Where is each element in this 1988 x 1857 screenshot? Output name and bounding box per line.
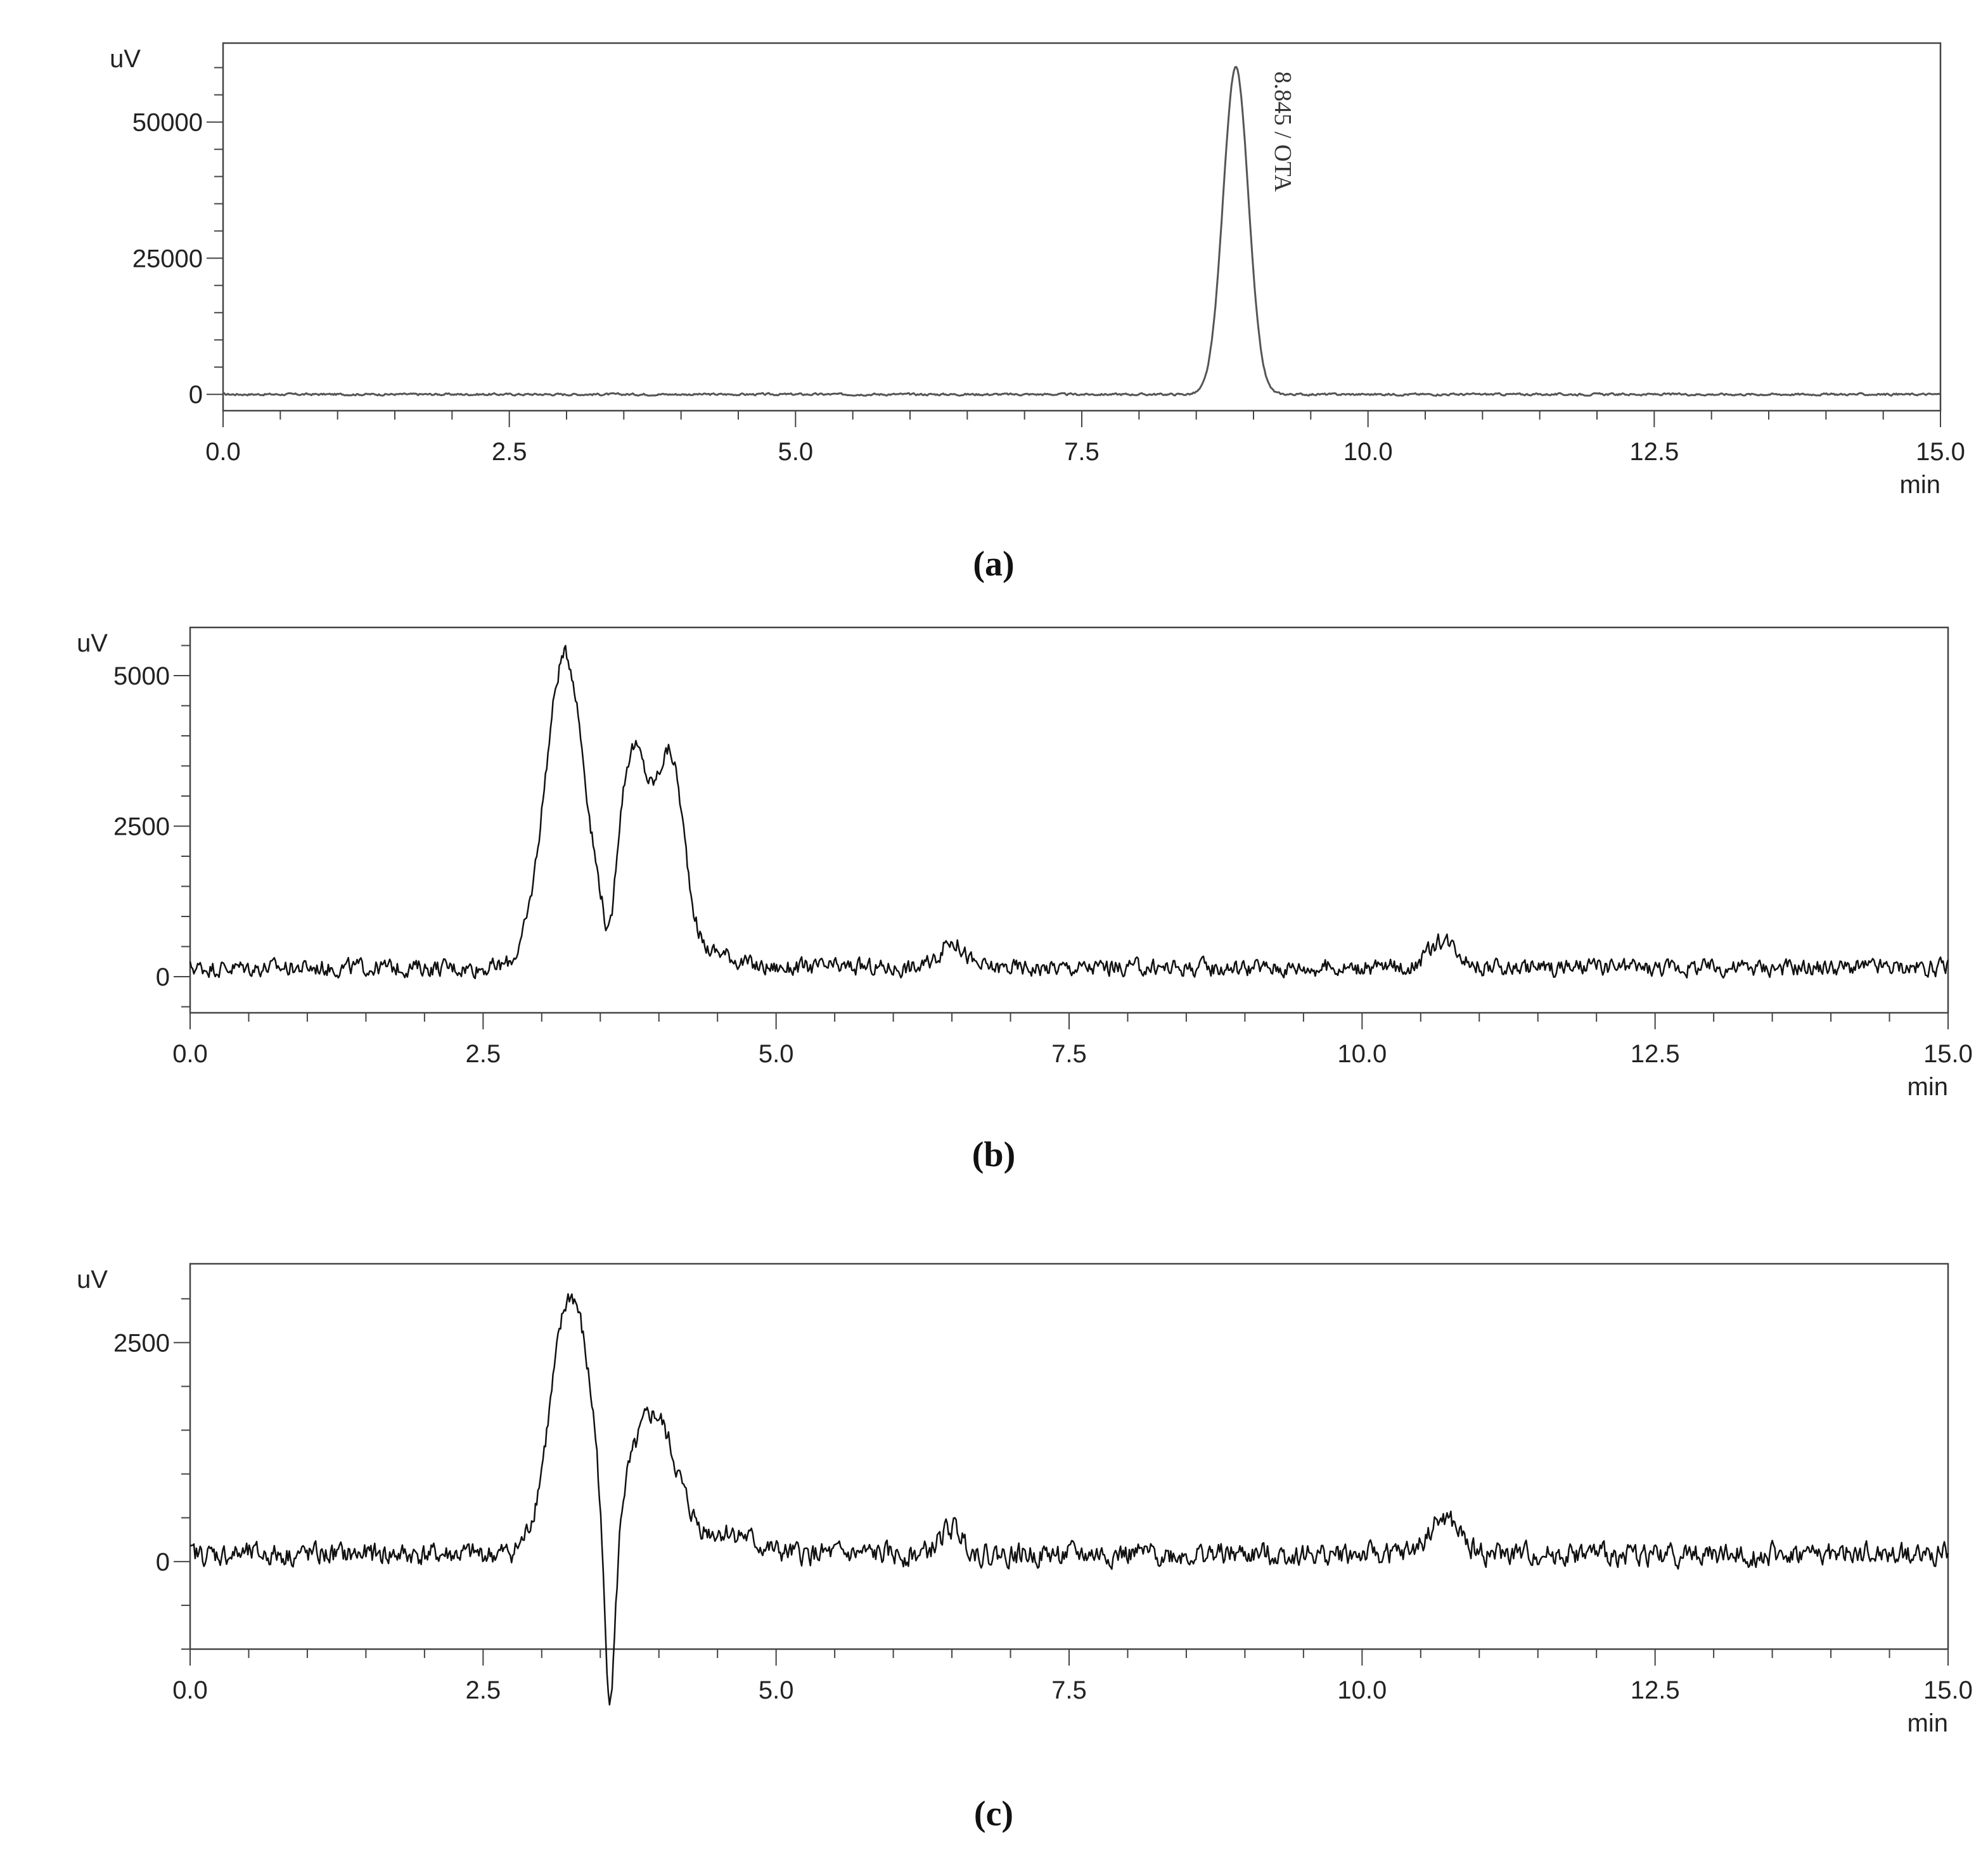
x-tick-label: 15.0 bbox=[1923, 1676, 1973, 1704]
y-tick-label: 2500 bbox=[113, 1329, 170, 1357]
x-tick-label: 2.5 bbox=[466, 1040, 501, 1068]
panel-caption-c: (c) bbox=[973, 1794, 1014, 1834]
x-tick-label: 5.0 bbox=[759, 1676, 794, 1704]
x-tick-label: 7.5 bbox=[1064, 438, 1100, 466]
y-tick-label: 50000 bbox=[132, 109, 203, 137]
y-tick-label: 0 bbox=[156, 963, 170, 991]
x-tick-label: 0.0 bbox=[172, 1040, 208, 1068]
x-tick-label: 10.0 bbox=[1344, 438, 1393, 466]
x-unit-label: min bbox=[1908, 1709, 1948, 1737]
x-tick-label: 7.5 bbox=[1051, 1040, 1087, 1068]
panel-caption-a: (a) bbox=[973, 544, 1015, 584]
x-tick-label: 10.0 bbox=[1337, 1676, 1387, 1704]
peak-annotation: 8.845 / OTA bbox=[1269, 72, 1296, 193]
x-tick-label: 12.5 bbox=[1631, 1040, 1680, 1068]
x-unit-label: min bbox=[1900, 471, 1940, 499]
y-tick-label: 0 bbox=[156, 1548, 170, 1576]
chart-panel-c: 0.0 2.5 5.0 7.5 10.0 12.5 15.0 min 0 2500 uV bbox=[77, 1263, 1973, 1737]
x-tick-label: 12.5 bbox=[1631, 1676, 1680, 1704]
x-tick-label: 12.5 bbox=[1629, 438, 1679, 466]
y-tick-label: 25000 bbox=[132, 245, 203, 273]
x-tick-label: 5.0 bbox=[778, 438, 814, 466]
y-unit-label: uV bbox=[77, 1266, 108, 1294]
chromatogram-trace bbox=[222, 66, 1941, 397]
y-unit-label: uV bbox=[77, 629, 108, 657]
x-tick-label: 10.0 bbox=[1337, 1040, 1387, 1068]
panel-caption-b: (b) bbox=[972, 1135, 1016, 1174]
x-unit-label: min bbox=[1908, 1073, 1948, 1101]
x-tick-label: 5.0 bbox=[759, 1040, 794, 1068]
y-unit-label: uV bbox=[110, 45, 141, 73]
chromatogram-trace bbox=[189, 1293, 1949, 1706]
plot-frame bbox=[189, 626, 1949, 1014]
x-tick-label: 2.5 bbox=[492, 438, 527, 466]
chromatogram-trace bbox=[189, 645, 1949, 979]
x-tick-label: 0.0 bbox=[172, 1676, 208, 1704]
x-tick-label: 2.5 bbox=[466, 1676, 501, 1704]
y-tick-label: 2500 bbox=[113, 813, 170, 841]
x-tick-label: 7.5 bbox=[1051, 1676, 1087, 1704]
plot-frame bbox=[189, 1263, 1949, 1650]
plot-frame bbox=[222, 42, 1942, 412]
chart-panel-a: 0.0 2.5 5.0 7.5 10.0 12.5 15.0 min 0 25000 50000 uV… bbox=[110, 42, 1965, 499]
x-tick-label: 0.0 bbox=[205, 438, 241, 466]
x-tick-label: 15.0 bbox=[1916, 438, 1965, 466]
x-tick-label: 15.0 bbox=[1923, 1040, 1973, 1068]
y-tick-label: 0 bbox=[189, 381, 203, 409]
y-tick-label: 5000 bbox=[113, 662, 170, 690]
